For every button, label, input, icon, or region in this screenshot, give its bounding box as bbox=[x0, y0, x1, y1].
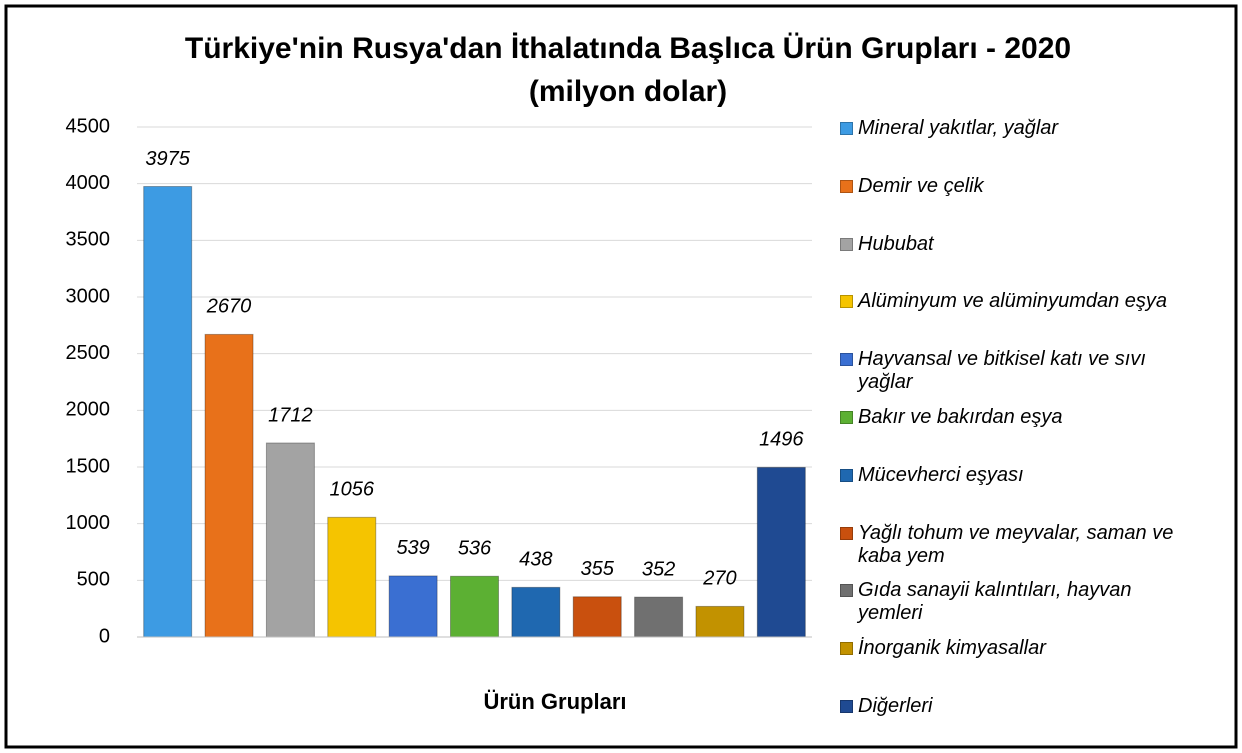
legend-label: Mücevherci eşyası bbox=[858, 463, 1024, 486]
chart-subtitle: (milyon dolar) bbox=[529, 75, 727, 108]
value-label: 1496 bbox=[759, 429, 804, 451]
legend-item: Diğerleri bbox=[840, 695, 1190, 718]
y-tick-label: 1000 bbox=[66, 512, 111, 534]
legend-marker bbox=[840, 411, 853, 424]
legend-item: Hububat bbox=[840, 233, 1190, 256]
chart-title: Türkiye'nin Rusya'dan İthalatında Başlıc… bbox=[185, 32, 1071, 65]
legend-item: Hayvansal ve bitkisel katı ve sıvı yağla… bbox=[840, 348, 1190, 394]
legend-item: Alüminyum ve alüminyumdan eşya bbox=[840, 290, 1190, 313]
legend-label: Yağlı tohum ve meyvalar, saman ve kaba y… bbox=[858, 521, 1174, 567]
bar bbox=[572, 596, 622, 638]
legend-marker bbox=[840, 179, 853, 193]
legend-marker bbox=[840, 526, 853, 540]
legend-item: Yağlı tohum ve meyvalar, saman ve kaba y… bbox=[840, 522, 1190, 568]
value-label: 3975 bbox=[145, 148, 190, 170]
y-tick-label: 3000 bbox=[66, 285, 111, 307]
bar bbox=[265, 442, 315, 638]
legend-marker bbox=[840, 584, 853, 598]
bar bbox=[634, 596, 684, 638]
legend-item: Bakır ve bakırdan eşya bbox=[840, 406, 1190, 429]
legend-label: Bakır ve bakırdan eşya bbox=[858, 406, 1063, 428]
bar bbox=[511, 586, 561, 638]
value-label: 438 bbox=[519, 549, 552, 571]
value-label: 539 bbox=[396, 537, 429, 559]
legend-item: Gıda sanayii kalıntıları, hayvan yemleri bbox=[840, 579, 1190, 625]
value-label: 355 bbox=[581, 558, 615, 580]
legend-marker bbox=[840, 353, 853, 367]
bar bbox=[143, 186, 193, 638]
legend-marker bbox=[840, 642, 853, 656]
bar bbox=[388, 575, 438, 638]
y-tick-label: 2000 bbox=[66, 399, 111, 421]
legend-label: İnorganik kimyasallar bbox=[858, 637, 1046, 660]
y-tick-label: 4500 bbox=[66, 115, 111, 137]
legend-marker bbox=[840, 295, 853, 309]
value-label: 536 bbox=[458, 538, 492, 560]
value-label: 2670 bbox=[206, 296, 252, 318]
bar bbox=[450, 575, 499, 638]
value-label: 270 bbox=[702, 568, 736, 590]
x-axis-title: Ürün Grupları bbox=[483, 689, 626, 714]
legend-item: İnorganik kimyasallar bbox=[840, 637, 1190, 660]
legend-label: Diğerleri bbox=[858, 695, 933, 717]
legend-marker bbox=[840, 122, 853, 135]
y-tick-label: 1500 bbox=[66, 455, 111, 477]
legend-marker bbox=[840, 700, 853, 713]
y-tick-label: 0 bbox=[99, 625, 110, 647]
bar bbox=[204, 333, 254, 638]
value-label: 1712 bbox=[268, 404, 313, 426]
legend-label: Hayvansal ve bitkisel katı ve sıvı yağla… bbox=[858, 348, 1146, 394]
value-label: 352 bbox=[642, 558, 675, 580]
value-label: 1056 bbox=[330, 479, 375, 501]
bar bbox=[756, 466, 806, 638]
legend-label: Gıda sanayii kalıntıları, hayvan yemleri bbox=[858, 579, 1132, 625]
legend-label: Hububat bbox=[858, 232, 934, 255]
legend-label: Alüminyum ve alüminyumdan eşya bbox=[858, 290, 1168, 313]
y-tick-label: 500 bbox=[77, 569, 110, 591]
bar bbox=[695, 605, 745, 638]
legend-item: Demir ve çelik bbox=[840, 175, 1190, 198]
legend-marker bbox=[840, 237, 853, 251]
bar bbox=[327, 516, 377, 638]
legend-label: Mineral yakıtlar, yağlar bbox=[858, 117, 1059, 139]
y-tick-label: 4000 bbox=[66, 172, 111, 194]
legend-item: Mineral yakıtlar, yağlar bbox=[840, 117, 1190, 140]
y-tick-label: 2500 bbox=[66, 342, 111, 364]
y-tick-label: 3500 bbox=[66, 229, 111, 251]
legend-marker bbox=[840, 468, 853, 482]
legend-label: Demir ve çelik bbox=[858, 174, 984, 197]
legend-item: Mücevherci eşyası bbox=[840, 464, 1190, 487]
